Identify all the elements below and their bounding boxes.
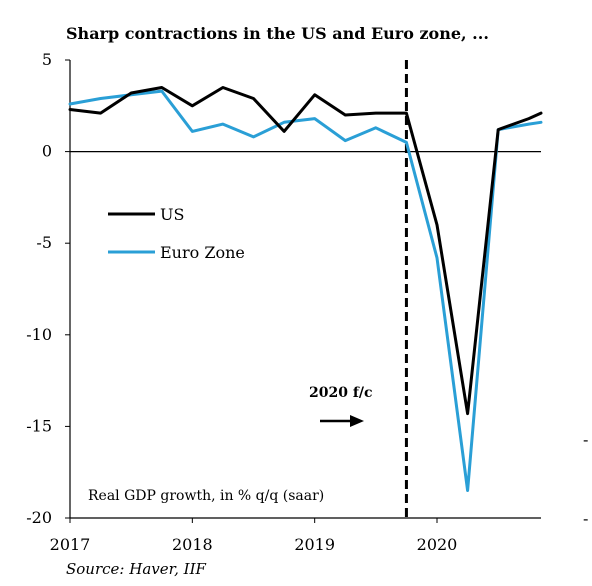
x-tick-label: 2020: [417, 535, 458, 554]
forecast-arrow: [320, 415, 364, 427]
series-line-us: [68, 86, 543, 416]
legend-label-euro-zone: Euro Zone: [160, 243, 245, 262]
forecast-label: 2020 f/c: [309, 385, 373, 401]
x-tick-label: 2019: [294, 535, 335, 554]
chart-source: Source: Haver, IIF: [66, 560, 207, 578]
right-tick-mark: -: [583, 430, 588, 449]
plot-area: 5 0 -5 -10 -15 -20 2017 2018 2019 2020 US Euro Zone: [26, 50, 543, 554]
y-tick-label: 5: [42, 50, 52, 69]
y-tick-label: -5: [36, 233, 52, 252]
legend-label-us: US: [160, 205, 184, 224]
chart-title: Sharp contractions in the US and Euro zo…: [66, 24, 489, 43]
x-tick-label: 2017: [50, 535, 91, 554]
y-tick-label: -10: [26, 325, 52, 344]
y-tick-label: -15: [26, 416, 52, 435]
x-tick-label: 2018: [172, 535, 213, 554]
chart-note: Real GDP growth, in % q/q (saar): [88, 488, 324, 504]
y-tick-label: -20: [26, 508, 52, 527]
y-tick-label: 0: [42, 142, 52, 161]
right-tick-mark: -: [583, 509, 588, 528]
series-line-euro-zone: [68, 89, 543, 492]
